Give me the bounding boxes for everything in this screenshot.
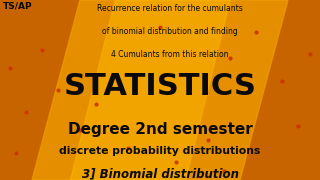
Polygon shape bbox=[32, 0, 288, 180]
Text: 4 Cumulants from this relation: 4 Cumulants from this relation bbox=[111, 50, 228, 59]
Text: discrete probability distributions: discrete probability distributions bbox=[59, 146, 261, 156]
Text: 3] Binomial distribution: 3] Binomial distribution bbox=[82, 167, 238, 180]
Text: TS/AP: TS/AP bbox=[3, 2, 33, 11]
Polygon shape bbox=[70, 0, 230, 180]
Text: Degree 2nd semester: Degree 2nd semester bbox=[68, 122, 252, 137]
Text: STATISTICS: STATISTICS bbox=[64, 72, 256, 101]
Text: Recurrence relation for the cumulants: Recurrence relation for the cumulants bbox=[97, 4, 243, 13]
Text: of binomial distribution and finding: of binomial distribution and finding bbox=[102, 27, 237, 36]
